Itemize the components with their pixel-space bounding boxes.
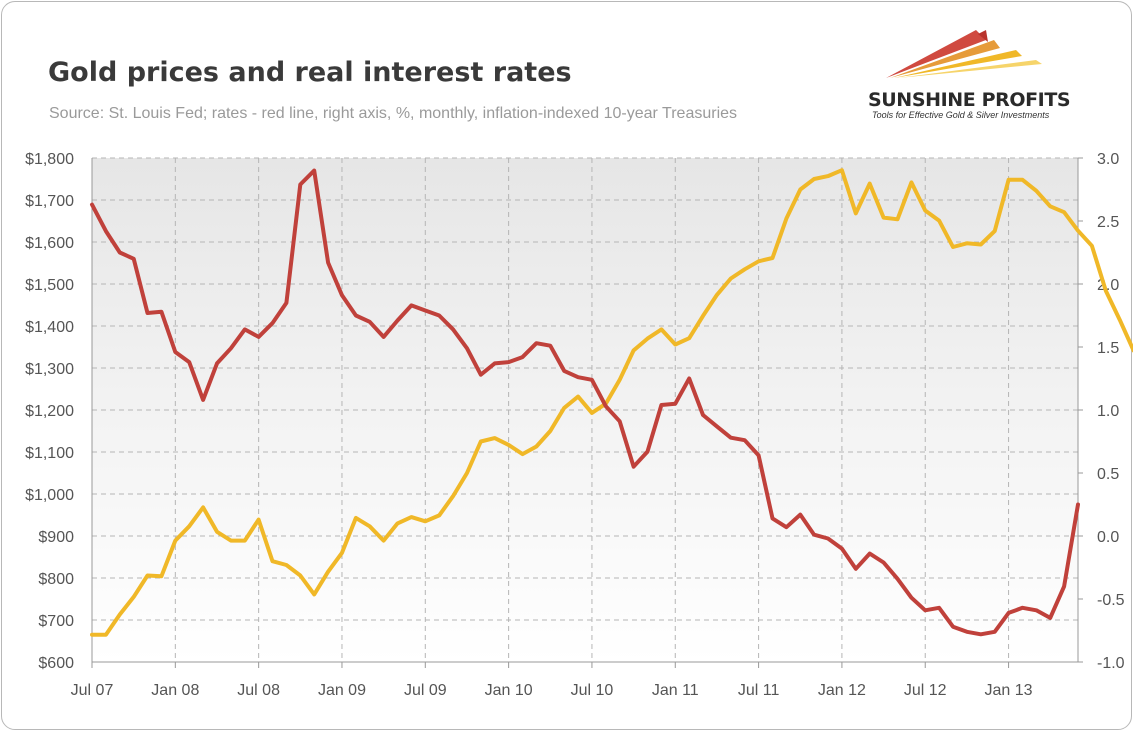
x-tick-label: Jan 08 — [151, 682, 199, 699]
left-tick-label: $1,000 — [25, 487, 74, 504]
x-tick-label: Jan 10 — [485, 682, 533, 699]
left-tick-label: $600 — [38, 655, 74, 672]
left-tick-label: $800 — [38, 571, 74, 588]
left-tick-label: $1,500 — [25, 277, 74, 294]
x-tick-label: Jan 09 — [318, 682, 366, 699]
x-tick-label: Jul 07 — [71, 682, 114, 699]
chart-subtitle: Source: St. Louis Fed; rates - red line,… — [49, 105, 738, 122]
gold-series-line — [90, 168, 1133, 637]
rates-series-line — [90, 168, 1080, 637]
x-tick-label: Jul 09 — [404, 682, 447, 699]
right-tick-label: -1.0 — [1097, 655, 1125, 672]
left-tick-label: $700 — [38, 613, 74, 630]
chart-title: Gold prices and real interest rates — [48, 57, 572, 88]
axes — [91, 157, 1083, 668]
left-axis: $600 $700 $800 $900 $1,000 $1,100 $1,200 $1,300… — [25, 151, 74, 672]
brand-logo-text: SUNSHINE PROFITS — [868, 89, 1071, 111]
brand-tagline: Tools for Effective Gold & Silver Invest… — [872, 110, 1050, 120]
right-tick-label: 1.5 — [1097, 340, 1119, 357]
left-tick-label: $900 — [38, 529, 74, 546]
right-tick-label: 3.0 — [1097, 151, 1119, 168]
right-tick-label: 0.5 — [1097, 466, 1119, 483]
x-tick-label: Jul 10 — [571, 682, 614, 699]
x-axis: Jul 07 Jan 08 Jul 08 Jan 09 Jul 09 Jan 10 Jul … — [71, 682, 1033, 699]
left-tick-label: $1,100 — [25, 445, 74, 462]
x-tick-label: Jan 11 — [652, 682, 699, 699]
series-group — [90, 168, 1133, 637]
left-tick-label: $1,800 — [25, 151, 74, 168]
right-tick-label: 1.0 — [1097, 403, 1119, 420]
left-tick-label: $1,700 — [25, 193, 74, 210]
grid-lines — [92, 157, 1078, 662]
right-axis: -1.0-0.50.00.51.01.52.02.53.0 — [1097, 151, 1125, 672]
left-tick-label: $1,600 — [25, 235, 74, 252]
x-tick-label: Jan 13 — [985, 682, 1033, 699]
x-tick-label: Jul 11 — [738, 682, 780, 699]
left-tick-label: $1,300 — [25, 361, 74, 378]
x-tick-label: Jul 08 — [237, 682, 280, 699]
x-tick-label: Jul 12 — [904, 682, 947, 699]
x-tick-label: Jan 12 — [818, 682, 866, 699]
sunshine-rays-icon — [886, 30, 1042, 78]
right-tick-label: -0.5 — [1097, 592, 1125, 609]
left-tick-label: $1,400 — [25, 319, 74, 336]
right-tick-label: 0.0 — [1097, 529, 1119, 546]
right-tick-label: 2.5 — [1097, 214, 1119, 231]
left-tick-label: $1,200 — [25, 403, 74, 420]
